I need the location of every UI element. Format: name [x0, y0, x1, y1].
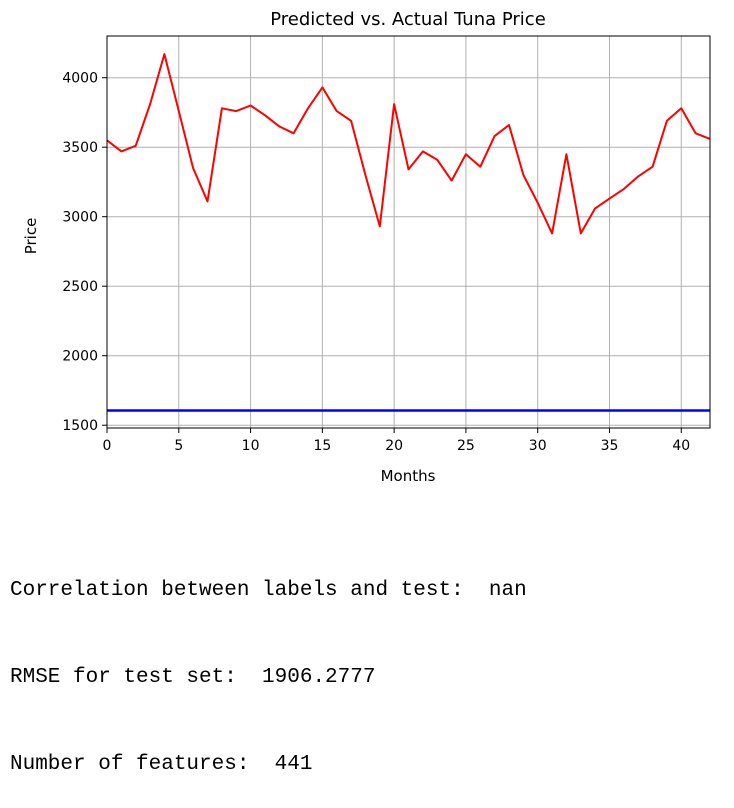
x-tick-label: 25 [457, 438, 475, 454]
plot-frame [106, 35, 711, 429]
features-line: Number of features: 441 [10, 753, 313, 776]
x-tick-label: 5 [174, 438, 183, 454]
y-axis-label: Price [22, 218, 40, 255]
y-tick-label: 2500 [62, 279, 98, 295]
y-tick-label: 3500 [62, 140, 98, 156]
series-line-1 [106, 53, 711, 235]
x-tick-label: 15 [313, 438, 331, 454]
x-tick-label: 35 [601, 438, 619, 454]
y-tick-label: 2000 [62, 349, 98, 365]
x-tick-label: 40 [672, 438, 690, 454]
line-chart: 0 5 10 15 20 25 30 35 40 1500 2000 2500 3000 3500 400… [22, 9, 711, 485]
series-lines [106, 53, 711, 412]
y-tick-label: 4000 [62, 71, 98, 87]
y-tick-label: 3000 [62, 210, 98, 226]
chart-title: Predicted vs. Actual Tuna Price [270, 9, 546, 30]
x-tick-label: 10 [242, 438, 260, 454]
x-axis: 0 5 10 15 20 25 30 35 40 [103, 428, 690, 454]
x-tick-label: 0 [103, 438, 112, 454]
x-tick-label: 30 [529, 438, 547, 454]
grid-lines [106, 36, 710, 428]
x-axis-label: Months [381, 467, 436, 485]
y-axis: 1500 2000 2500 3000 3500 4000 [62, 71, 107, 434]
x-tick-label: 20 [385, 438, 403, 454]
console-output: Correlation between labels and test: nan… [10, 518, 527, 808]
rmse-line: RMSE for test set: 1906.2777 [10, 666, 376, 689]
y-tick-label: 1500 [62, 418, 98, 434]
correlation-line: Correlation between labels and test: nan [10, 579, 527, 602]
